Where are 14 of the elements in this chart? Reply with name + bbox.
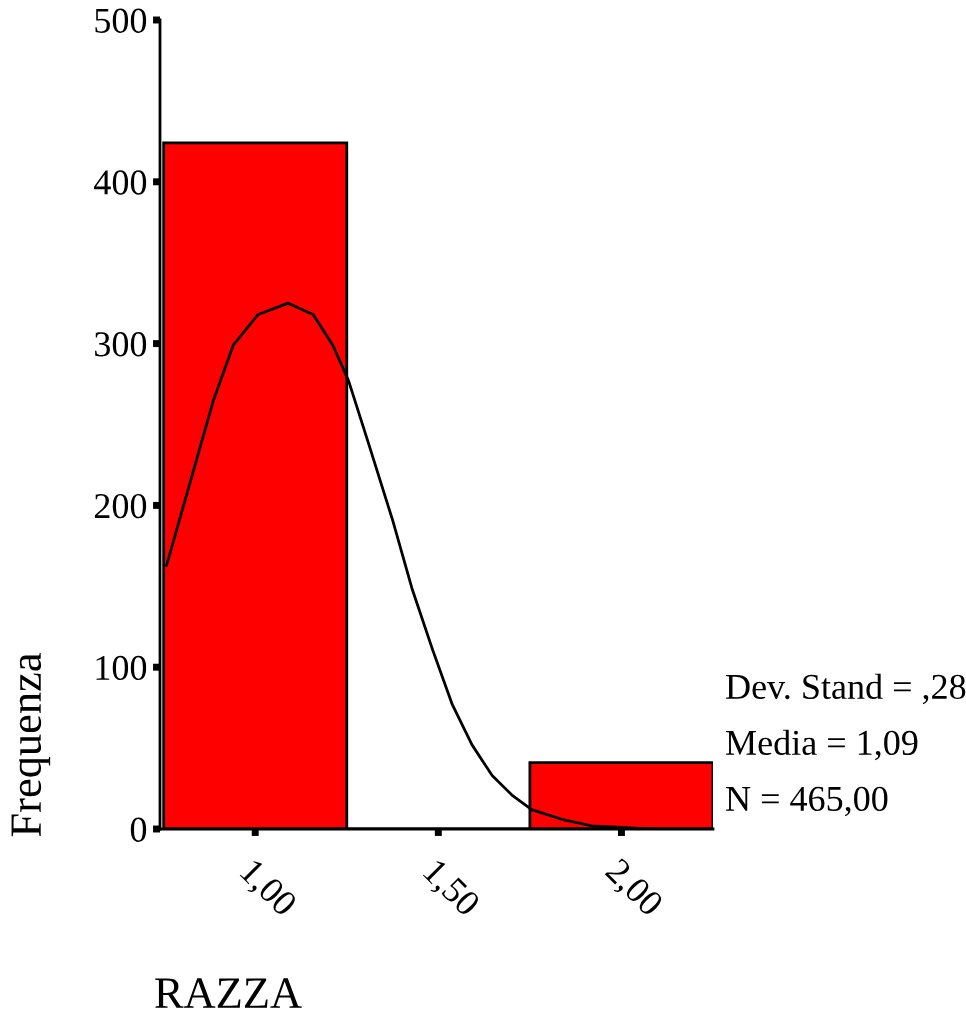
text: N = 465,00 [726, 786, 888, 817]
text: Dev. Stand = ,28 [726, 673, 966, 705]
y-tick-label: 500 [95, 8, 147, 33]
y-tick-label: 300 [95, 332, 147, 357]
y-tick-label: 400 [94, 170, 147, 195]
text: Media = 1,09 [726, 729, 918, 761]
x-tick-label: 2,00 [600, 857, 665, 921]
y-tick-label: 0 [130, 817, 147, 842]
x-axis-title: RAZZA [155, 978, 302, 1008]
x-tick-label: 1,50 [418, 858, 482, 921]
y-tick-label: 200 [94, 493, 147, 519]
x-tick-label: 1,00 [235, 858, 299, 921]
y-axis-title: Frequenza [11, 653, 51, 837]
y-tick-label: 100 [96, 655, 147, 681]
